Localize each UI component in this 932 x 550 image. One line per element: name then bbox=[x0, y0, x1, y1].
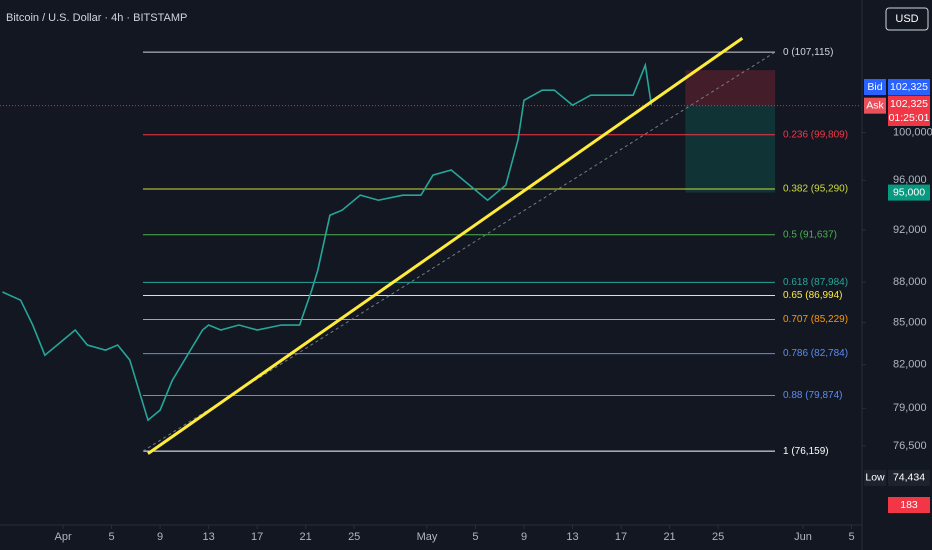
y-tick-label: 96,000 bbox=[893, 174, 927, 186]
volume-pill bbox=[888, 497, 930, 513]
fib-label: 0.88 (79,874) bbox=[783, 390, 843, 401]
x-tick-label: 21 bbox=[300, 531, 312, 543]
fib-label: 0.786 (82,784) bbox=[783, 348, 848, 359]
volume-label: 183 bbox=[900, 499, 918, 511]
price-tag: Bid bbox=[867, 81, 882, 93]
price-pill bbox=[888, 96, 930, 126]
fib-label: 0.707 (85,229) bbox=[783, 314, 848, 325]
price-tag: Low bbox=[865, 472, 885, 484]
price-pill bbox=[888, 469, 930, 486]
price-tag-bg bbox=[864, 97, 886, 114]
fib-label: 1 (76,159) bbox=[783, 446, 829, 457]
x-tick-label: Apr bbox=[55, 531, 72, 543]
x-tick-label: 21 bbox=[663, 531, 675, 543]
x-tick-label: 17 bbox=[615, 531, 627, 543]
x-tick-label: 25 bbox=[348, 531, 360, 543]
price-tag: Ask bbox=[866, 99, 884, 111]
x-tick-label: 13 bbox=[203, 531, 215, 543]
position-reward bbox=[685, 105, 776, 193]
x-tick-label: Jun bbox=[794, 531, 812, 543]
price-line bbox=[2, 62, 653, 422]
x-tick-label: 5 bbox=[472, 531, 478, 543]
fib-label: 0.5 (91,637) bbox=[783, 229, 837, 240]
x-tick-label: May bbox=[417, 531, 438, 543]
price-pill bbox=[888, 184, 930, 201]
x-tick-label: 5 bbox=[848, 531, 854, 543]
y-tick-label: 85,000 bbox=[893, 317, 927, 329]
price-pill-label: 74,434 bbox=[893, 472, 925, 484]
trendline bbox=[147, 36, 744, 455]
position-risk bbox=[685, 70, 776, 106]
currency-button[interactable] bbox=[885, 7, 929, 31]
price-tag-bg bbox=[864, 469, 886, 486]
y-tick-label: 76,500 bbox=[893, 440, 927, 452]
y-tick-label: 92,000 bbox=[893, 224, 927, 236]
y-tick-label: 100,000 bbox=[893, 126, 932, 138]
x-tick-label: 13 bbox=[566, 531, 578, 543]
fib-label: 0.382 (95,290) bbox=[783, 184, 848, 195]
price-pill-label: 95,000 bbox=[893, 186, 925, 198]
price-pill bbox=[888, 79, 930, 95]
x-tick-label: 25 bbox=[712, 531, 724, 543]
price-tag-bg bbox=[864, 79, 886, 95]
currency[interactable]: USD bbox=[895, 13, 918, 25]
fib-trend bbox=[142, 51, 776, 452]
fib-label: 0.236 (99,809) bbox=[783, 129, 848, 140]
fib-label: 0.618 (87,984) bbox=[783, 277, 848, 288]
y-tick-label: 82,000 bbox=[893, 359, 927, 371]
chart-title: Bitcoin / U.S. Dollar · 4h · BITSTAMP bbox=[6, 12, 187, 24]
fib-label: 0.65 (86,994) bbox=[783, 290, 843, 301]
x-tick-label: 9 bbox=[157, 531, 163, 543]
x-tick-label: 5 bbox=[109, 531, 115, 543]
price-pill-timer: 01:25:01 bbox=[889, 112, 930, 124]
y-tick-label: 88,000 bbox=[893, 276, 927, 288]
price-pill-label: 102,325 bbox=[890, 81, 928, 93]
price-pill-label: 102,325 bbox=[890, 98, 928, 110]
y-tick-label: 79,000 bbox=[893, 402, 927, 414]
fib-label: 0 (107,115) bbox=[783, 47, 833, 58]
x-tick-label: 9 bbox=[521, 531, 527, 543]
x-tick-label: 17 bbox=[251, 531, 263, 543]
